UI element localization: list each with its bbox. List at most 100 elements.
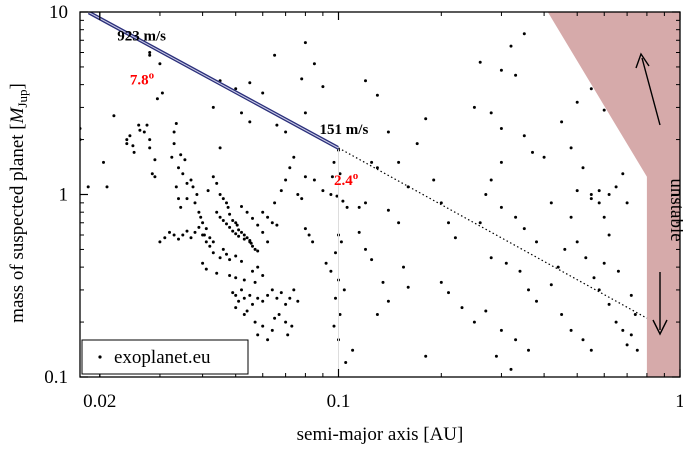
data-point (629, 333, 633, 337)
data-point (256, 249, 260, 253)
legend-marker (98, 355, 102, 359)
data-point (386, 130, 390, 134)
data-point (332, 324, 336, 328)
data-point (499, 205, 503, 209)
data-point (439, 280, 443, 284)
data-point (370, 258, 374, 262)
data-point (635, 348, 639, 352)
annotations: 923 m/s 7.8o 151 m/s 2.4o (117, 28, 368, 189)
x-tick-label: 1 (675, 391, 683, 412)
data-point (589, 87, 593, 91)
data-point (592, 276, 596, 280)
data-point (208, 236, 212, 240)
x-axis-ticks: 0.02 0.1 1 (83, 12, 683, 412)
data-point (273, 201, 277, 205)
data-point (228, 212, 232, 216)
data-point (245, 236, 249, 240)
data-point (225, 222, 228, 226)
data-point (569, 146, 573, 150)
data-point (569, 215, 573, 219)
data-point (191, 185, 195, 189)
data-point (338, 172, 342, 176)
data-point (235, 223, 239, 227)
data-point (174, 122, 178, 125)
data-point (185, 229, 189, 233)
data-point (581, 166, 585, 170)
data-point (621, 172, 625, 176)
legend-label: exoplanet.eu (114, 347, 211, 368)
data-point (303, 111, 307, 115)
data-point (211, 175, 215, 179)
data-point (125, 138, 129, 142)
data-point (266, 215, 270, 219)
data-point (575, 189, 579, 193)
data-point (204, 267, 208, 271)
data-point (183, 158, 187, 162)
data-point (174, 185, 178, 189)
data-point (211, 251, 215, 255)
data-point (321, 85, 325, 89)
data-point (527, 348, 530, 352)
data-point (563, 247, 567, 251)
data-points (80, 32, 639, 371)
data-point (542, 155, 546, 159)
data-point (201, 261, 205, 265)
data-point (614, 185, 618, 189)
data-point (514, 338, 518, 342)
data-point (179, 153, 183, 157)
data-point (256, 265, 260, 269)
data-point (518, 269, 522, 273)
data-point (375, 93, 379, 97)
data-point (330, 175, 334, 179)
rv-limit-dotted-line (338, 147, 648, 319)
data-point (189, 236, 193, 240)
data-point (597, 189, 601, 193)
data-point (155, 97, 159, 101)
data-point (284, 130, 288, 134)
data-point (597, 201, 601, 205)
data-point (633, 313, 637, 316)
data-point (312, 62, 316, 66)
data-point (148, 51, 152, 54)
data-point (234, 306, 238, 310)
data-point (489, 178, 493, 182)
data-point (195, 193, 199, 196)
data-point (386, 299, 390, 303)
data-point (240, 205, 243, 208)
data-point (237, 234, 241, 238)
data-point (253, 280, 257, 284)
data-point (153, 158, 157, 162)
data-point (86, 185, 90, 189)
data-point (597, 288, 601, 292)
data-point (266, 338, 270, 342)
data-point (197, 225, 201, 229)
data-point (218, 215, 222, 219)
data-point (509, 367, 513, 371)
data-point (616, 269, 620, 273)
data-point (584, 256, 588, 260)
data-point (273, 53, 277, 57)
data-point (338, 313, 342, 316)
data-point (112, 114, 116, 118)
data-point (148, 53, 152, 57)
data-point (339, 240, 343, 244)
data-point (172, 233, 176, 237)
data-point (177, 237, 180, 241)
data-point (256, 223, 260, 227)
data-point (607, 302, 611, 306)
data-point (204, 227, 208, 231)
data-point (142, 130, 146, 134)
data-point (248, 120, 252, 124)
y-tick-label: 0.1 (44, 367, 68, 388)
data-point (381, 280, 385, 284)
data-point (275, 123, 279, 127)
data-point (242, 278, 246, 282)
data-point (251, 216, 254, 220)
data-point (160, 91, 164, 95)
y-tick-label: 1 (59, 185, 69, 206)
data-point (522, 227, 526, 231)
data-point (284, 302, 288, 306)
data-point (251, 269, 254, 273)
data-point (256, 333, 260, 337)
